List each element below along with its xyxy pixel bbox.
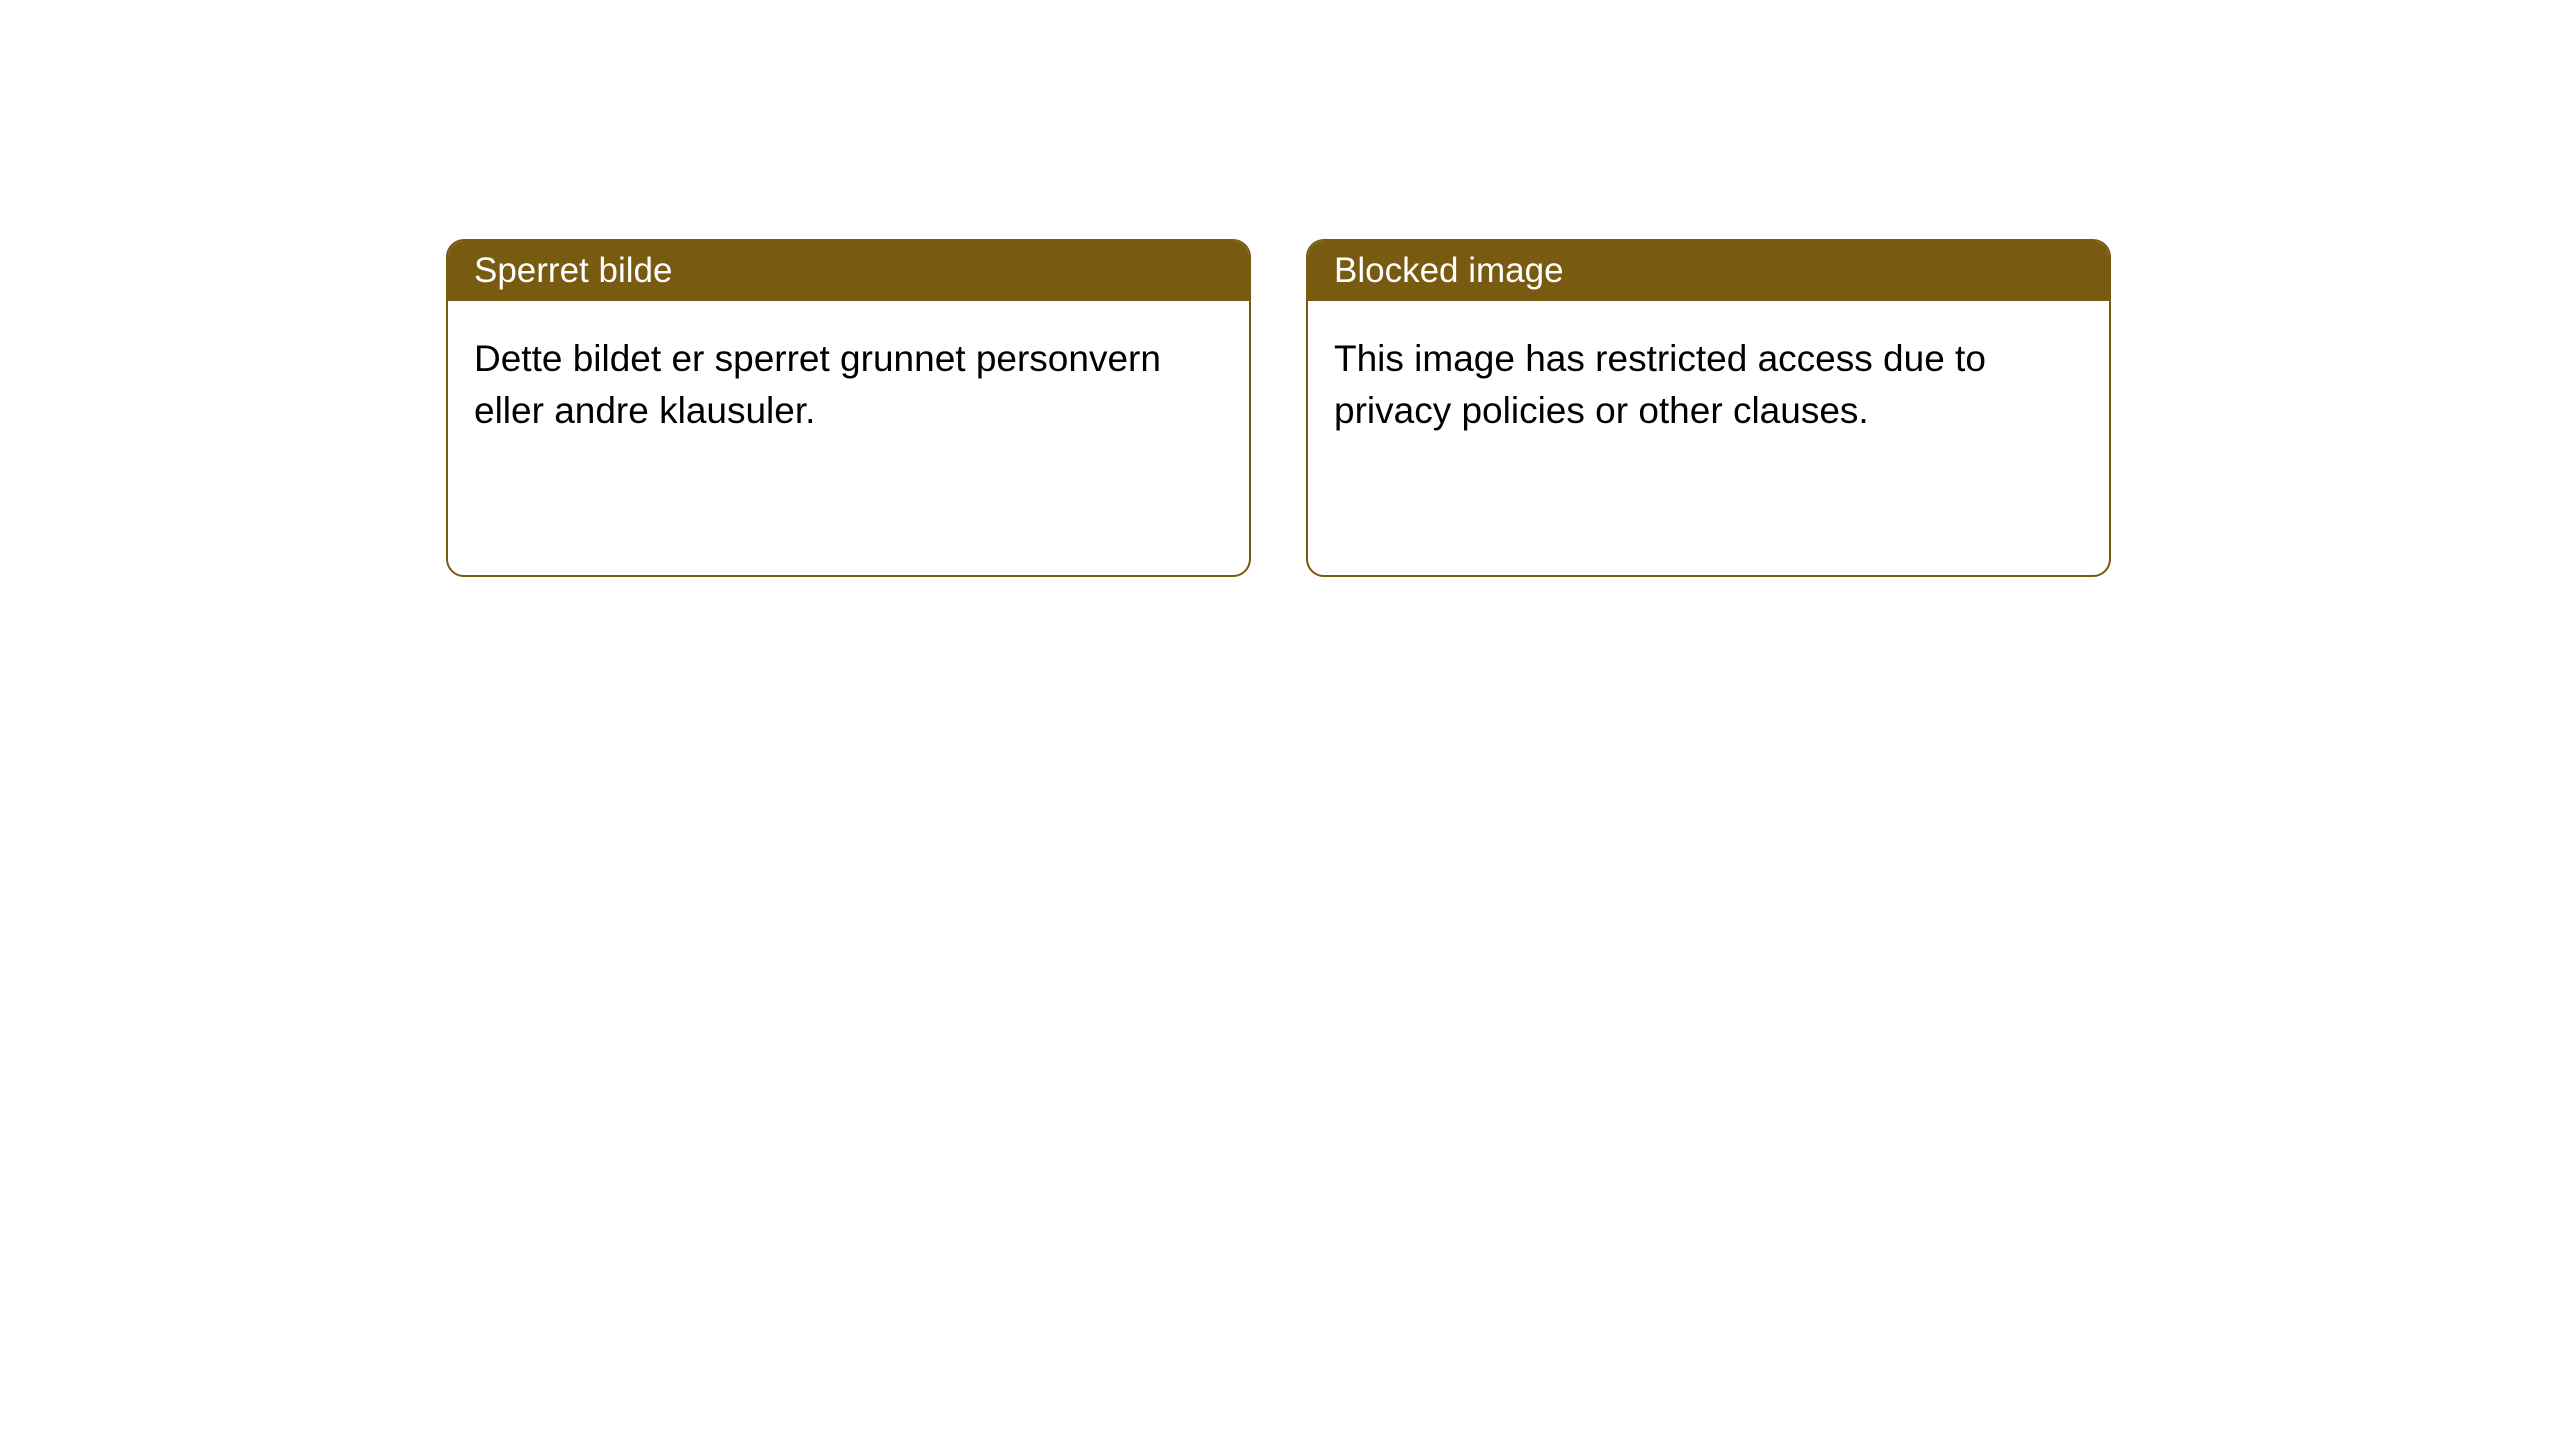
card-title-english: Blocked image [1308,241,2109,301]
cards-container: Sperret bilde Dette bildet er sperret gr… [446,239,2111,577]
card-english: Blocked image This image has restricted … [1306,239,2111,577]
card-body-english: This image has restricted access due to … [1308,301,2109,469]
card-norwegian: Sperret bilde Dette bildet er sperret gr… [446,239,1251,577]
card-title-norwegian: Sperret bilde [448,241,1249,301]
card-body-norwegian: Dette bildet er sperret grunnet personve… [448,301,1249,469]
